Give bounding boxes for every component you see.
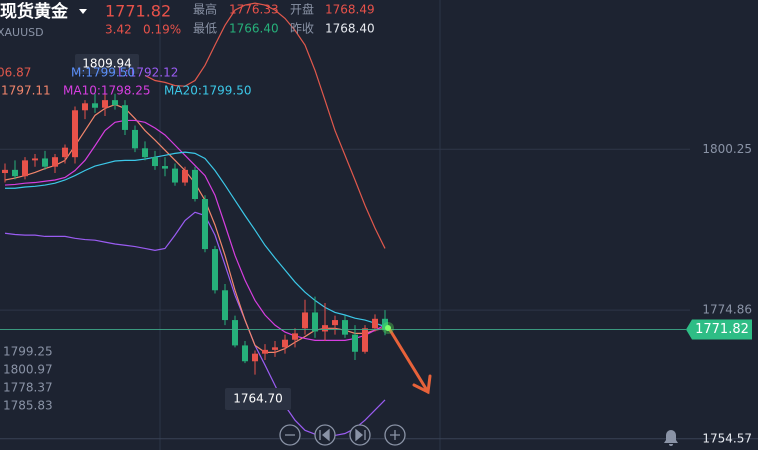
price-dot bbox=[385, 325, 391, 331]
stat-label: 最高 bbox=[193, 2, 217, 17]
candle-body bbox=[342, 320, 348, 335]
quote-price: 1771.82 bbox=[105, 2, 171, 21]
side-value: 1785.83 bbox=[3, 399, 53, 413]
indicator-line bbox=[4, 119, 386, 341]
legend-entry: :1797.11 bbox=[0, 84, 51, 98]
quote-change: 3.42 bbox=[105, 23, 132, 37]
indicator-line bbox=[144, 2, 386, 249]
candle-body bbox=[22, 160, 28, 177]
stat-value: 1776.33 bbox=[229, 3, 279, 17]
stat-label: 开盘 bbox=[290, 2, 314, 17]
side-value: 1800.97 bbox=[3, 363, 53, 377]
candle-body bbox=[222, 290, 228, 321]
candle-body bbox=[282, 339, 288, 348]
y-tick-label: 1774.86 bbox=[702, 303, 752, 317]
arrow-shaft bbox=[388, 328, 430, 394]
legend-entry: M:1799.50 bbox=[71, 66, 135, 80]
candle-body bbox=[312, 312, 318, 332]
candle-body bbox=[142, 148, 148, 158]
indicator-line bbox=[5, 151, 386, 327]
stat-label: 最低 bbox=[193, 22, 217, 36]
icon bbox=[390, 430, 400, 440]
candle-body bbox=[322, 325, 328, 332]
candle-body bbox=[242, 345, 248, 362]
candle-body bbox=[362, 328, 368, 352]
candle-body bbox=[102, 100, 108, 108]
icon bbox=[355, 428, 366, 442]
vertical-grid bbox=[159, 0, 441, 450]
candle-body bbox=[162, 166, 168, 169]
quote-change-pct: 0.19% bbox=[143, 23, 181, 37]
candle-body bbox=[272, 347, 278, 350]
candle-body bbox=[172, 168, 178, 183]
arrow-head bbox=[412, 374, 432, 395]
candle-body bbox=[92, 103, 98, 108]
stat-label: 昨收 bbox=[290, 22, 314, 36]
price-tag bbox=[686, 319, 752, 340]
y-tick-label: 1800.25 bbox=[702, 142, 752, 156]
icon bbox=[319, 428, 330, 442]
side-value: 1778.37 bbox=[3, 381, 53, 395]
candle-body bbox=[382, 318, 388, 330]
symbol: XAUUSD bbox=[0, 26, 44, 39]
forecast-arrow bbox=[388, 328, 432, 395]
candle-body bbox=[152, 157, 158, 167]
candle-body bbox=[352, 334, 358, 352]
candle-body bbox=[292, 333, 298, 340]
candle-body bbox=[52, 157, 58, 167]
candle-body bbox=[182, 169, 188, 183]
high-annotation: 1809.94 bbox=[82, 57, 132, 71]
candle-body bbox=[12, 169, 18, 177]
annotation-box bbox=[75, 54, 139, 74]
legend-entry: 06.87 bbox=[0, 66, 31, 80]
side-value: 1799.25 bbox=[3, 345, 53, 359]
candle-body bbox=[232, 320, 238, 346]
candle-body bbox=[82, 103, 88, 111]
candle-body bbox=[62, 147, 68, 158]
candle-body bbox=[302, 312, 308, 329]
candle-body bbox=[132, 129, 138, 149]
stat-value: 1768.40 bbox=[325, 22, 375, 36]
low-annotation: 1764.70 bbox=[233, 392, 283, 406]
candle-body bbox=[192, 169, 198, 200]
candle-body bbox=[212, 249, 218, 291]
legend-entry: MA10:1798.25 bbox=[63, 84, 151, 98]
legend-entry: L:1792.12 bbox=[118, 66, 178, 80]
candle-body bbox=[42, 158, 48, 167]
candle-body bbox=[252, 353, 258, 362]
toolbar bbox=[279, 424, 406, 446]
annotation-box bbox=[225, 388, 291, 410]
alert-bell[interactable] bbox=[664, 430, 678, 446]
candle-body bbox=[202, 199, 208, 250]
alert-label: 1754.57 bbox=[702, 431, 752, 445]
candle-body bbox=[2, 169, 8, 174]
candle-body bbox=[72, 110, 78, 158]
stat-value: 1768.49 bbox=[325, 3, 375, 17]
legend-entry: MA20:1799.50 bbox=[164, 84, 252, 98]
price-tag-label: 1771.82 bbox=[695, 322, 749, 337]
candle-body bbox=[112, 100, 118, 106]
stat-value: 1766.40 bbox=[229, 22, 279, 36]
candle-body bbox=[332, 320, 338, 326]
candle-body bbox=[32, 158, 38, 161]
candle-body bbox=[372, 318, 378, 329]
title: 现货黄金 bbox=[0, 1, 69, 22]
plot bbox=[0, 2, 758, 440]
dropdown-icon[interactable] bbox=[79, 9, 87, 14]
candle-body bbox=[122, 105, 128, 130]
candle-body bbox=[262, 349, 268, 354]
